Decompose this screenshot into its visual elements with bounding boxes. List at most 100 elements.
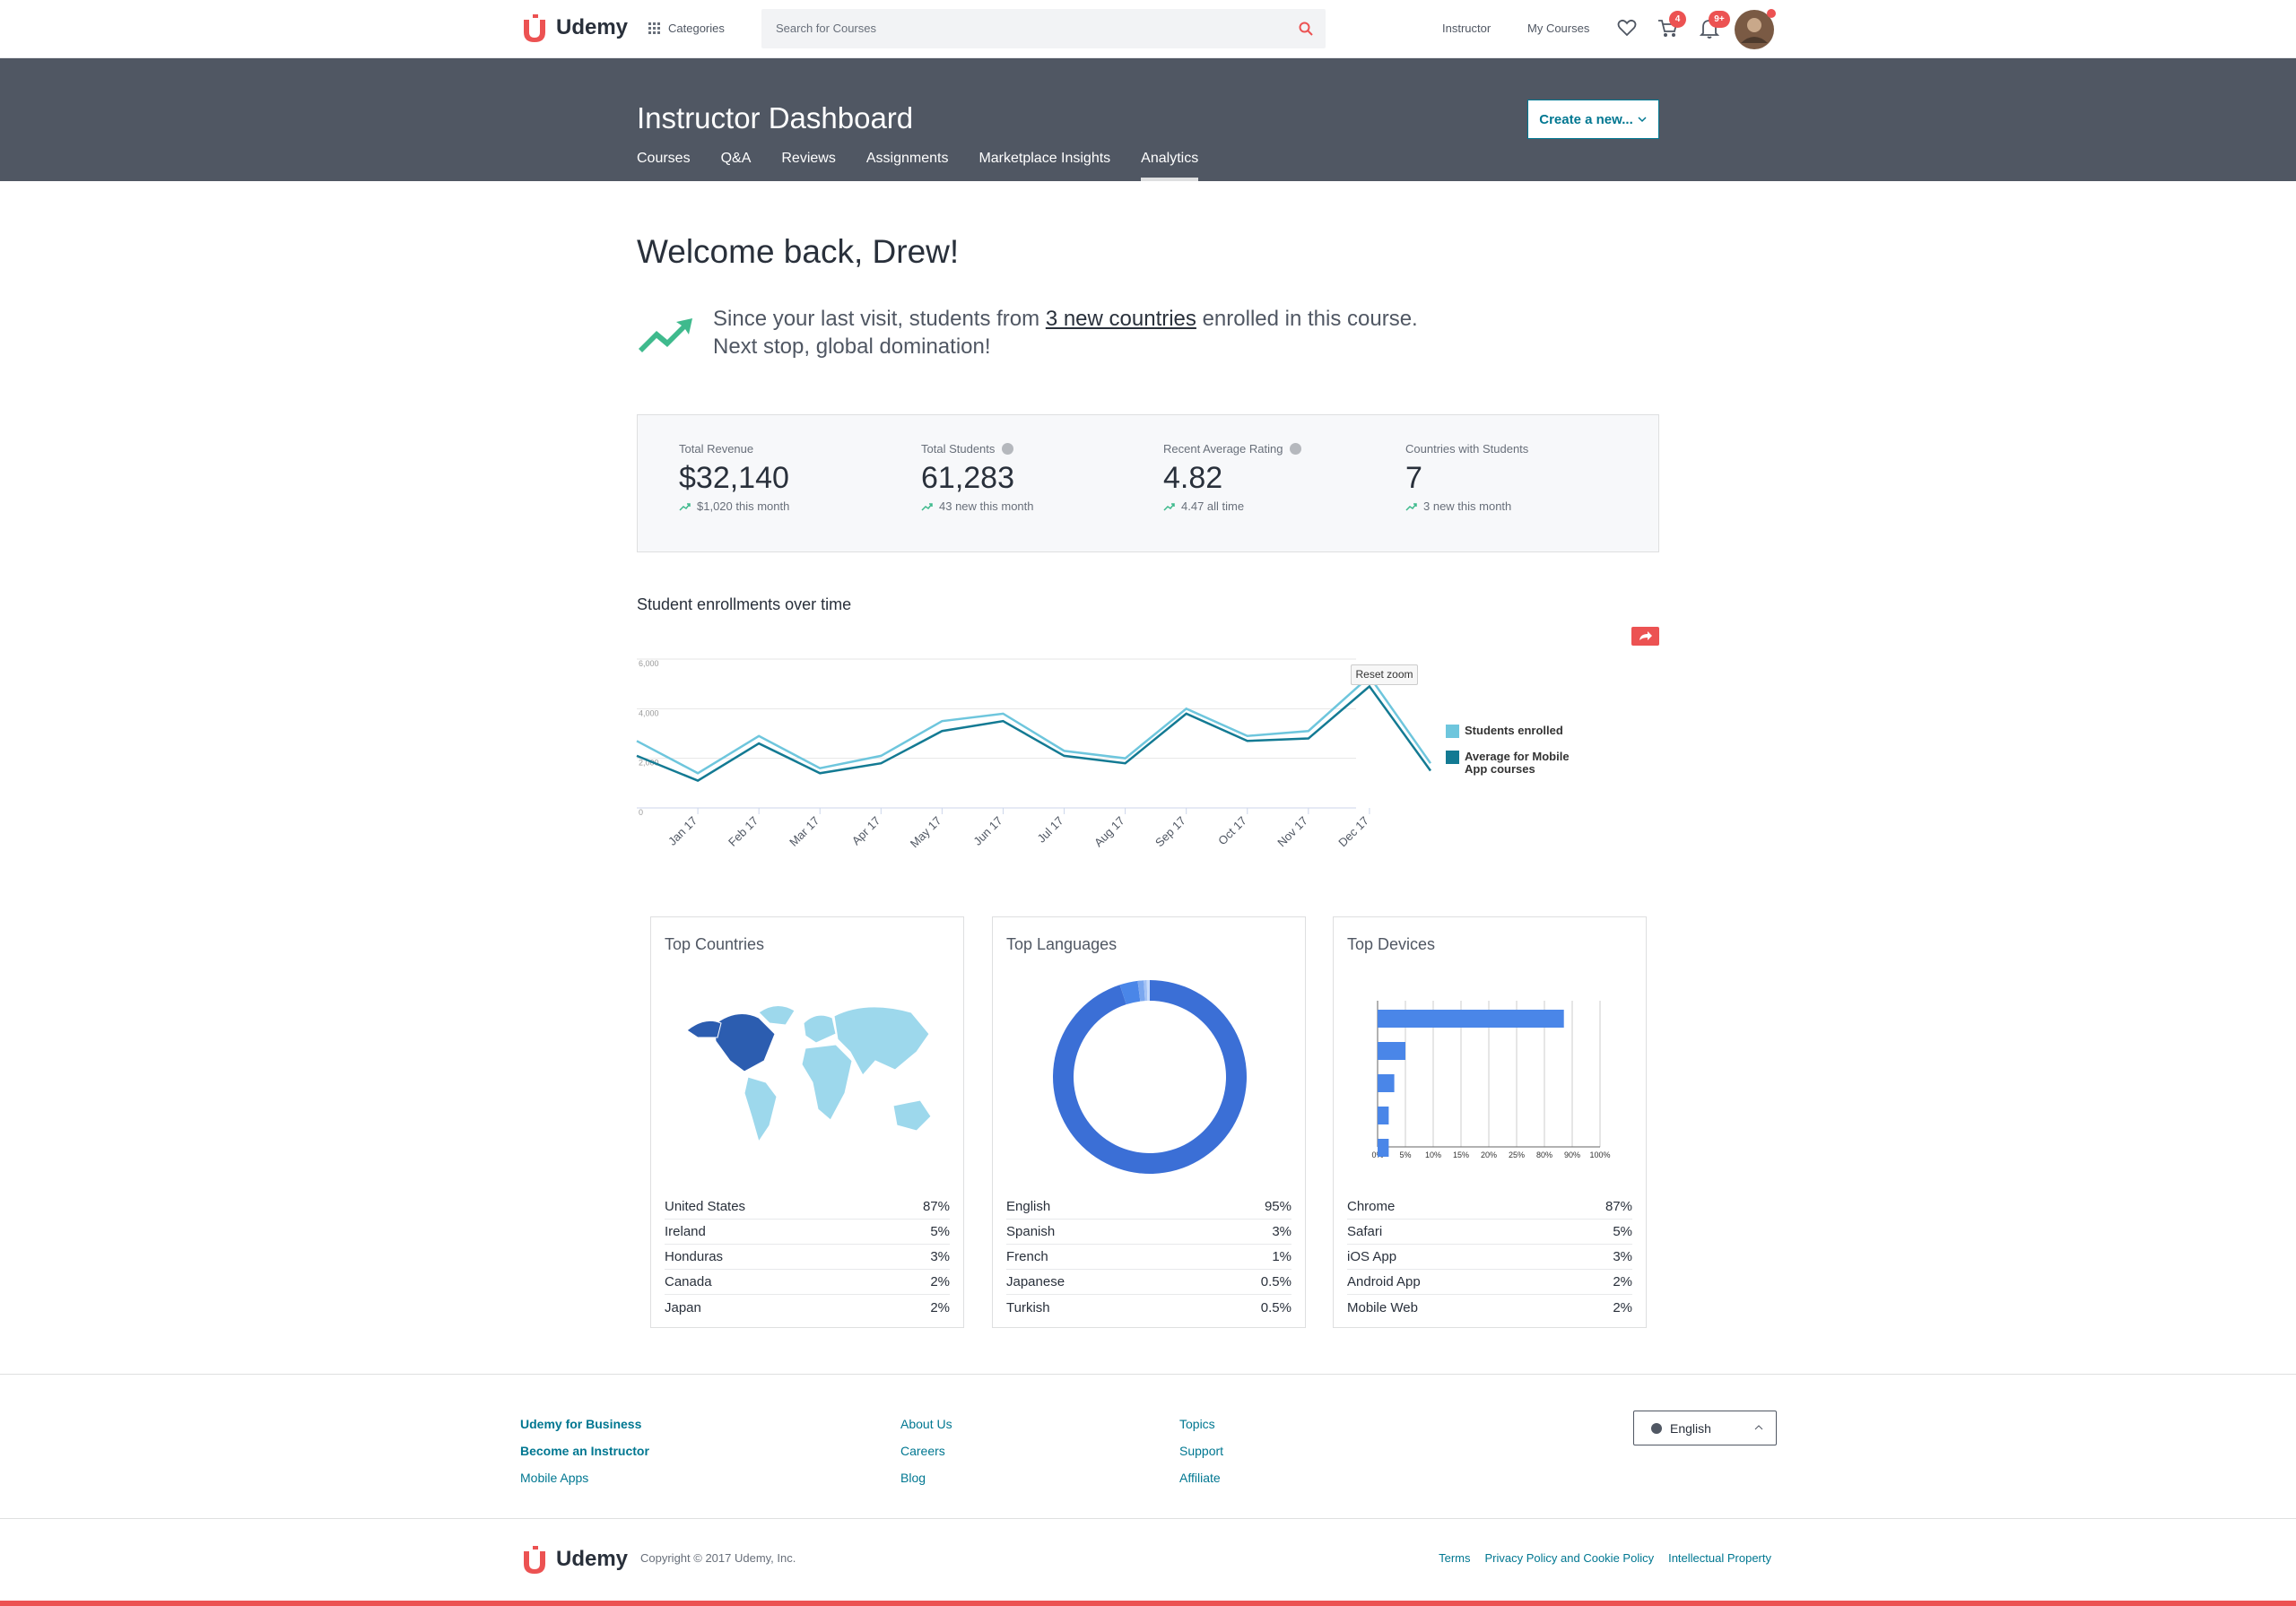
- nav-link[interactable]: My Courses: [1527, 22, 1590, 35]
- x-tick-label: 10%: [1425, 1150, 1441, 1159]
- tab[interactable]: Courses: [637, 151, 691, 166]
- tab[interactable]: Reviews: [781, 151, 836, 166]
- row-value: 1%: [1272, 1249, 1292, 1264]
- card-graphic: [686, 1005, 932, 1143]
- wishlist-icon[interactable]: [1617, 19, 1637, 37]
- page-title: Instructor Dashboard: [637, 101, 914, 135]
- legal-link[interactable]: Terms: [1439, 1551, 1471, 1565]
- tab[interactable]: Analytics: [1141, 151, 1199, 181]
- grid-icon: [648, 22, 660, 34]
- tabs: Courses Q&A Reviews Assignments Marketplace …: [637, 151, 1229, 181]
- row-value: 3%: [1613, 1249, 1632, 1264]
- legend-item[interactable]: Average for Mobile App courses: [1446, 751, 1589, 776]
- row-name: Japanese: [1006, 1274, 1065, 1289]
- x-tick-label: Sep 17: [1152, 814, 1188, 850]
- bar: [1378, 1074, 1395, 1092]
- x-tick-label: Nov 17: [1274, 814, 1310, 850]
- row-name: United States: [665, 1199, 746, 1214]
- tab[interactable]: Assignments: [865, 151, 949, 166]
- x-tick-label: Jul 17: [1035, 814, 1066, 846]
- brand-name: Udemy: [556, 1547, 629, 1571]
- create-button[interactable]: Create a new...: [1527, 100, 1659, 139]
- legend-item[interactable]: Students enrolled: [1446, 725, 1589, 738]
- donut-slice: [1144, 980, 1148, 1002]
- row-value: 3%: [930, 1249, 950, 1264]
- help-icon[interactable]: [1290, 443, 1302, 455]
- trend-mini: [679, 502, 691, 511]
- row-value: 3%: [1272, 1224, 1292, 1239]
- nav-link[interactable]: Instructor: [1442, 22, 1492, 35]
- map-region: [744, 1076, 778, 1143]
- row-name: English: [1006, 1199, 1051, 1214]
- legend: Students enrolled Average for Mobile App …: [1446, 725, 1589, 788]
- stat-label-text: Recent Average Rating: [1163, 442, 1283, 456]
- stat-label: Total Revenue: [679, 442, 789, 456]
- card-rows: United States 87% Ireland 5% Honduras 3% Canad…: [665, 1194, 950, 1320]
- footer-divider: [0, 1374, 2296, 1375]
- row-value: 0.5%: [1260, 1274, 1292, 1289]
- footer-link[interactable]: Support: [1179, 1444, 1224, 1458]
- row-value: 5%: [1613, 1224, 1632, 1239]
- footer-logo[interactable]: Udemy: [520, 1544, 628, 1575]
- stat-value: $32,140: [679, 461, 789, 495]
- row-value: 2%: [930, 1299, 950, 1315]
- logo[interactable]: Udemy: [520, 13, 628, 43]
- share-button[interactable]: [1631, 627, 1659, 646]
- footer-link[interactable]: Careers: [900, 1444, 945, 1458]
- search-placeholder: Search for Courses: [776, 22, 876, 35]
- legal-link[interactable]: Privacy Policy and Cookie Policy: [1484, 1551, 1655, 1565]
- x-tick-label: May 17: [908, 814, 944, 851]
- map-region: [686, 1020, 722, 1038]
- x-tick-label: 15%: [1453, 1150, 1469, 1159]
- footer-link[interactable]: Udemy for Business: [520, 1417, 642, 1431]
- footer-divider: [0, 1518, 2296, 1519]
- x-tick-label: Jun 17: [970, 814, 1004, 848]
- legend-swatch: [1446, 725, 1459, 738]
- table-row: iOS App 3%: [1347, 1245, 1632, 1270]
- stat-note: 3 new this month: [1405, 499, 1528, 513]
- footer-link[interactable]: Mobile Apps: [520, 1471, 589, 1485]
- stat-label-text: Countries with Students: [1405, 442, 1529, 456]
- tab[interactable]: Marketplace Insights: [978, 151, 1111, 166]
- footer-link[interactable]: Become an Instructor: [520, 1444, 649, 1458]
- row-name: Chrome: [1347, 1199, 1396, 1214]
- language-select[interactable]: English: [1633, 1411, 1777, 1445]
- brand-name: Udemy: [556, 15, 629, 39]
- stat: Countries with Students 7 3 new this month: [1405, 442, 1528, 513]
- donut-slice: [1146, 980, 1150, 1002]
- map-region: [758, 1005, 796, 1026]
- reset-zoom[interactable]: Reset zoom: [1351, 664, 1418, 685]
- map-region: [801, 1044, 853, 1121]
- tab[interactable]: Q&A: [720, 151, 752, 166]
- trend-mini: [1405, 502, 1417, 511]
- x-tick-label: 25%: [1509, 1150, 1525, 1159]
- help-icon[interactable]: [1002, 443, 1014, 455]
- chevron: [1754, 1425, 1763, 1430]
- copyright: Copyright © 2017 Udemy, Inc.: [640, 1551, 796, 1565]
- footer-link[interactable]: Blog: [900, 1471, 926, 1485]
- row-value: 2%: [1613, 1274, 1632, 1289]
- avatar[interactable]: [1734, 7, 1779, 52]
- footer-link[interactable]: Topics: [1179, 1417, 1215, 1431]
- countries-link[interactable]: 3 new countries: [1045, 307, 1196, 331]
- footer-link[interactable]: About Us: [900, 1417, 952, 1431]
- message-text: Next stop, global domination!: [713, 334, 991, 359]
- table-row: Japanese 0.5%: [1006, 1270, 1292, 1295]
- categories[interactable]: Categories: [648, 22, 725, 35]
- legend-swatch: [1446, 751, 1459, 764]
- x-tick-label: 90%: [1564, 1150, 1580, 1159]
- trend-mini: [921, 502, 933, 511]
- bar: [1378, 1010, 1564, 1028]
- table-row: United States 87%: [665, 1194, 950, 1220]
- legal-link[interactable]: Intellectual Property: [1668, 1551, 1771, 1565]
- card: Top Devices Chrome 87% Safari 5% iOS App 3% And…: [1333, 916, 1647, 1328]
- row-name: Android App: [1347, 1274, 1421, 1289]
- row-name: iOS App: [1347, 1249, 1397, 1264]
- create-label: Create a new...: [1539, 111, 1633, 127]
- footer-link[interactable]: Affiliate: [1179, 1471, 1221, 1485]
- table-row: Mobile Web 2%: [1347, 1295, 1632, 1320]
- search-box[interactable]: Search for Courses: [761, 9, 1326, 48]
- series-line: [636, 684, 1432, 782]
- legal-links: Terms Privacy Policy and Cookie Policy Int…: [1439, 1551, 1771, 1565]
- table-row: Honduras 3%: [665, 1245, 950, 1270]
